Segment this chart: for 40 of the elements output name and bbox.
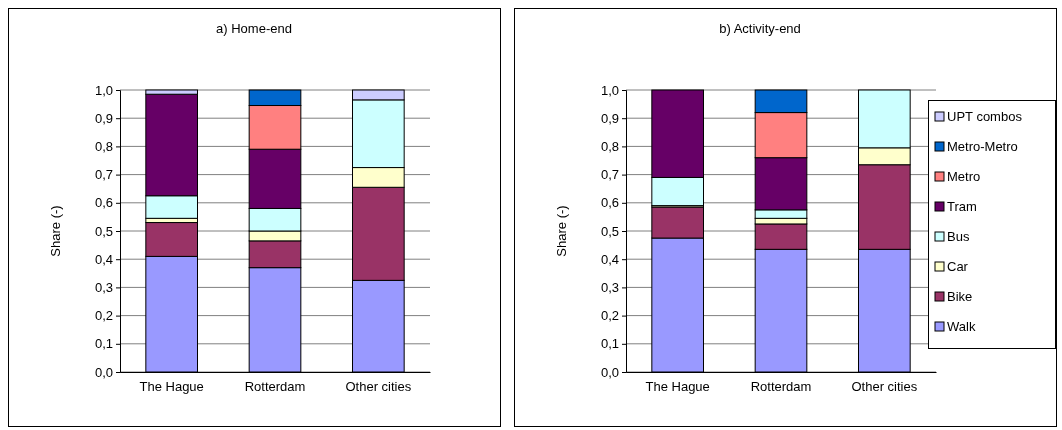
y-tick-label: 0,1 xyxy=(600,336,619,352)
y-tick-label: 0,6 xyxy=(94,195,113,211)
y-tick-label: 0,3 xyxy=(600,280,619,296)
y-tick-label: 1,0 xyxy=(94,82,113,98)
y-axis-title: Share (-) xyxy=(48,205,63,257)
legend-label: Walk xyxy=(947,319,976,334)
legend-label: Bus xyxy=(947,229,970,244)
y-tick-label: 0,9 xyxy=(94,110,113,126)
x-tick-label: The Hague xyxy=(139,378,204,394)
y-tick-label: 0,9 xyxy=(600,110,619,126)
y-tick-label: 0,2 xyxy=(94,308,113,324)
chart-title: a) Home-end xyxy=(216,21,292,36)
y-tick-label: 0,4 xyxy=(600,251,619,267)
x-tick-label: The Hague xyxy=(645,378,710,394)
legend-label: Metro xyxy=(947,169,981,184)
chart-title: b) Activity-end xyxy=(719,21,801,36)
legend-label: Car xyxy=(947,259,969,274)
y-tick-label: 0,3 xyxy=(94,280,113,296)
x-tick-label: Other cities xyxy=(851,378,918,394)
y-tick-label: 0,4 xyxy=(94,251,113,267)
y-axis-title: Share (-) xyxy=(554,205,569,257)
y-tick-label: 0,6 xyxy=(600,195,619,211)
y-tick-label: 0,7 xyxy=(94,167,113,183)
y-tick-label: 0,7 xyxy=(600,167,619,183)
legend-label: Bike xyxy=(947,289,973,304)
legend-label: UPT combos xyxy=(947,109,1023,124)
legend-label: Tram xyxy=(947,199,977,214)
y-tick-label: 0,8 xyxy=(94,139,113,155)
y-tick-label: 0,5 xyxy=(94,223,113,239)
x-tick-label: Other cities xyxy=(345,378,412,394)
y-tick-label: 0,0 xyxy=(600,364,619,380)
y-tick-label: 0,0 xyxy=(94,364,113,380)
y-tick-label: 0,1 xyxy=(94,336,113,352)
y-tick-label: 0,2 xyxy=(600,308,619,324)
legend-label: Metro-Metro xyxy=(947,139,1018,154)
x-tick-label: Rotterdam xyxy=(750,378,812,394)
y-tick-label: 1,0 xyxy=(600,82,619,98)
y-tick-label: 0,5 xyxy=(600,223,619,239)
y-tick-label: 0,8 xyxy=(600,139,619,155)
x-tick-label: Rotterdam xyxy=(244,378,306,394)
